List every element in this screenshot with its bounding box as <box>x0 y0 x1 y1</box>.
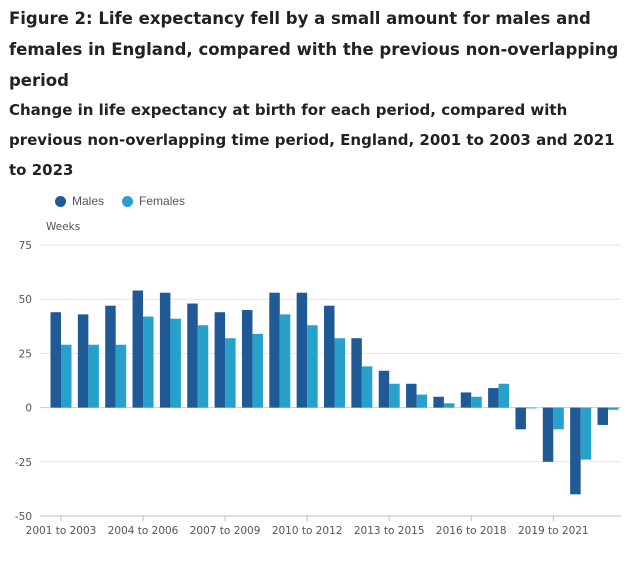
legend-swatch-females <box>122 195 134 207</box>
bar-female[interactable] <box>279 314 291 408</box>
axes: Weeks 75 50 25 0 -25 -50 2001 to 2003 2004 to 20… <box>15 221 621 537</box>
bar-male[interactable] <box>460 392 472 408</box>
bar-male[interactable] <box>378 370 390 408</box>
y-tick-label: -50 <box>15 511 32 523</box>
legend-label-females: Females <box>139 194 186 208</box>
x-tick-label: 2004 to 2006 <box>108 525 179 537</box>
bar-male[interactable] <box>50 312 62 408</box>
chart-legend: Males Females <box>55 194 185 208</box>
bar-male[interactable] <box>159 292 171 408</box>
bar-male[interactable] <box>515 407 526 430</box>
bar-male[interactable] <box>214 312 226 408</box>
bar-male[interactable] <box>77 314 89 408</box>
bar-female[interactable] <box>416 394 428 408</box>
x-tick-label: 2019 to 2021 <box>518 525 589 537</box>
y-tick-label: -25 <box>15 457 32 469</box>
bar-male[interactable] <box>241 310 253 408</box>
y-tick-label: 25 <box>19 348 32 360</box>
bar-female[interactable] <box>334 338 346 408</box>
bar-female[interactable] <box>608 407 619 410</box>
x-tick-label: 2010 to 2012 <box>272 525 343 537</box>
bar-female[interactable] <box>307 325 318 408</box>
bar-male[interactable] <box>269 292 280 408</box>
y-tick-label: 0 <box>25 403 32 415</box>
bar-female[interactable] <box>498 383 510 408</box>
bar-male[interactable] <box>570 407 581 495</box>
y-tick-label: 50 <box>19 294 32 306</box>
bar-female[interactable] <box>389 383 400 408</box>
bar-female[interactable] <box>525 407 537 409</box>
legend-swatch-males <box>55 195 66 207</box>
bar-female[interactable] <box>170 318 181 408</box>
bar-male[interactable] <box>324 305 335 408</box>
bar-female[interactable] <box>443 403 455 408</box>
bar-female[interactable] <box>143 316 154 408</box>
bar-male[interactable] <box>351 338 362 408</box>
bar-male[interactable] <box>433 396 444 408</box>
bar-male[interactable] <box>187 303 198 408</box>
x-tick-label: 2001 to 2003 <box>26 525 97 537</box>
bar-male[interactable] <box>105 305 116 408</box>
chart-subtitle: Change in life expectancy at birth for e… <box>9 101 615 179</box>
bar-female[interactable] <box>88 344 99 408</box>
bar-female[interactable] <box>225 338 236 408</box>
bar-male[interactable] <box>132 290 144 408</box>
x-tick-label: 2007 to 2009 <box>190 525 261 537</box>
bar-female[interactable] <box>115 344 127 408</box>
bar-male[interactable] <box>542 407 554 462</box>
bar-female[interactable] <box>61 344 72 408</box>
bar-female[interactable] <box>197 325 209 408</box>
y-axis-label: Weeks <box>46 221 80 233</box>
chart-title: Figure 2: Life expectancy fell by a smal… <box>9 9 619 90</box>
bar-female[interactable] <box>553 407 564 430</box>
bar-female[interactable] <box>580 407 592 460</box>
bar-female[interactable] <box>471 396 482 408</box>
x-tick-label: 2013 to 2015 <box>354 525 425 537</box>
bar-male[interactable] <box>296 292 308 408</box>
bar-female[interactable] <box>252 333 263 408</box>
bar-male[interactable] <box>406 383 417 408</box>
x-tick-label: 2016 to 2018 <box>436 525 507 537</box>
bars <box>50 290 619 495</box>
legend-label-males: Males <box>72 194 105 208</box>
bar-female[interactable] <box>361 366 373 408</box>
bar-male[interactable] <box>488 388 499 408</box>
legend-item-females[interactable]: Females <box>122 194 185 208</box>
y-tick-label: 75 <box>19 240 32 252</box>
legend-item-males[interactable]: Males <box>55 194 104 208</box>
bar-male[interactable] <box>597 407 609 425</box>
